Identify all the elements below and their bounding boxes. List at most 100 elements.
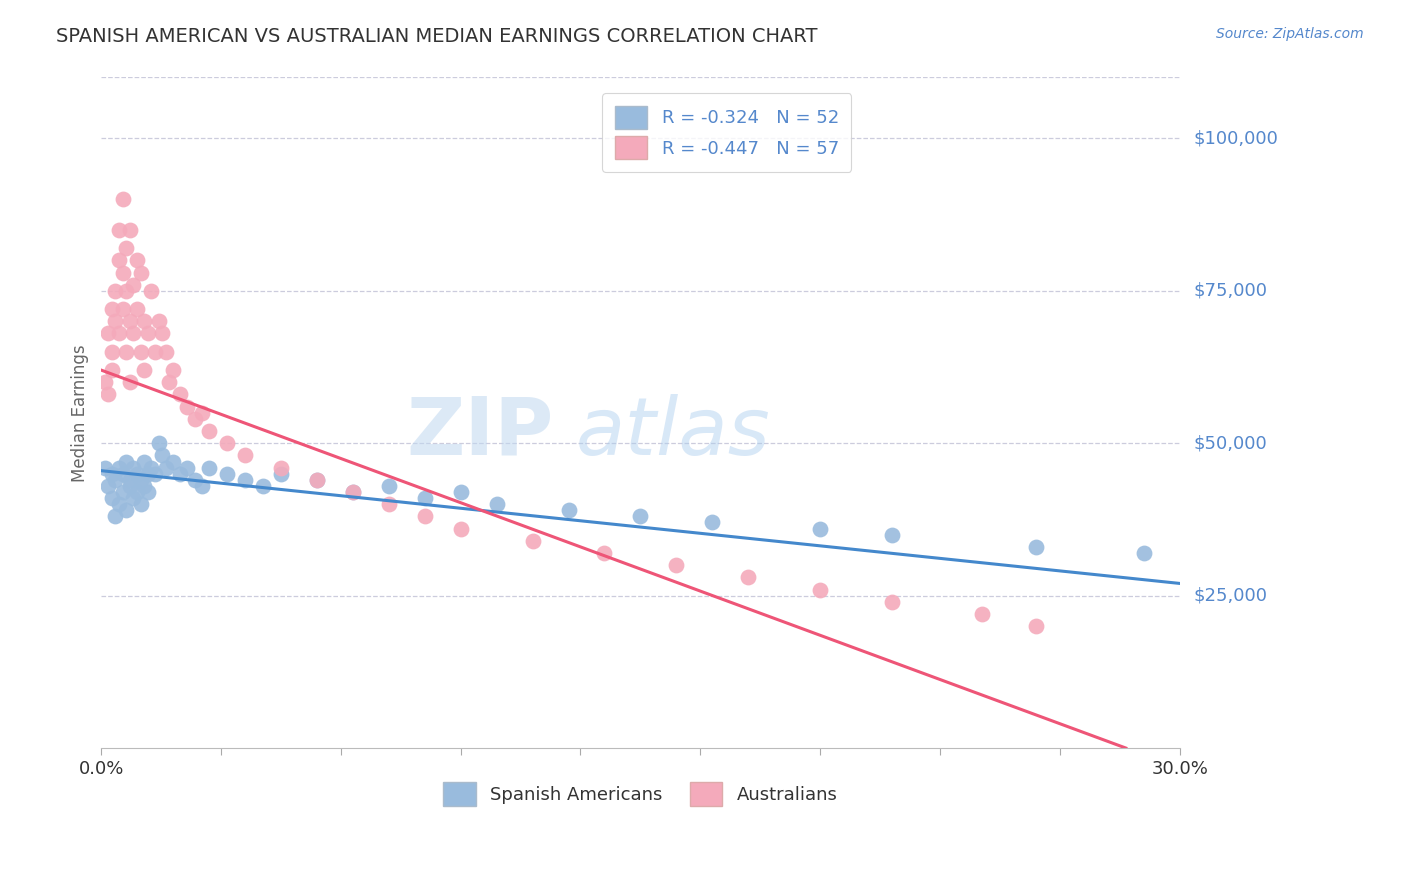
Point <box>737 570 759 584</box>
Point <box>215 467 238 481</box>
Point <box>134 454 156 468</box>
Point <box>190 406 212 420</box>
Point <box>143 467 166 481</box>
Point <box>97 387 120 401</box>
Point <box>125 467 148 481</box>
Point <box>111 467 134 481</box>
Point <box>233 473 256 487</box>
Point <box>150 326 173 341</box>
Point <box>882 595 904 609</box>
Point <box>169 387 191 401</box>
Point <box>413 509 436 524</box>
Point <box>485 497 508 511</box>
Point <box>115 284 138 298</box>
Point <box>665 558 688 573</box>
Point <box>162 363 184 377</box>
Point <box>118 473 141 487</box>
Y-axis label: Median Earnings: Median Earnings <box>72 344 89 482</box>
Text: ZIP: ZIP <box>406 394 554 472</box>
Point <box>134 314 156 328</box>
Point <box>198 460 221 475</box>
Point <box>97 479 120 493</box>
Point <box>136 326 159 341</box>
Point <box>101 467 124 481</box>
Point <box>450 522 472 536</box>
Point <box>157 376 180 390</box>
Point <box>129 344 152 359</box>
Point <box>122 460 145 475</box>
Point <box>118 223 141 237</box>
Point <box>115 454 138 468</box>
Point <box>129 473 152 487</box>
Point <box>108 497 131 511</box>
Point <box>1133 546 1156 560</box>
Text: $75,000: $75,000 <box>1194 282 1268 300</box>
Point <box>125 485 148 500</box>
Point <box>104 284 127 298</box>
Point <box>125 253 148 268</box>
Point <box>162 454 184 468</box>
Legend: Spanish Americans, Australians: Spanish Americans, Australians <box>436 775 845 813</box>
Point <box>413 491 436 505</box>
Point <box>233 449 256 463</box>
Point <box>342 485 364 500</box>
Point <box>270 467 292 481</box>
Point <box>93 376 115 390</box>
Text: atlas: atlas <box>575 394 770 472</box>
Point <box>136 467 159 481</box>
Point <box>111 193 134 207</box>
Point <box>101 491 124 505</box>
Point <box>377 479 399 493</box>
Point <box>702 516 724 530</box>
Point <box>118 479 141 493</box>
Point <box>176 460 198 475</box>
Point <box>450 485 472 500</box>
Point <box>155 344 177 359</box>
Point <box>169 467 191 481</box>
Point <box>136 485 159 500</box>
Point <box>97 326 120 341</box>
Text: SPANISH AMERICAN VS AUSTRALIAN MEDIAN EARNINGS CORRELATION CHART: SPANISH AMERICAN VS AUSTRALIAN MEDIAN EA… <box>56 27 818 45</box>
Text: $100,000: $100,000 <box>1194 129 1278 147</box>
Point <box>628 509 651 524</box>
Point <box>122 491 145 505</box>
Point <box>101 344 124 359</box>
Point <box>808 582 831 597</box>
Point <box>141 284 163 298</box>
Point <box>111 485 134 500</box>
Point <box>593 546 616 560</box>
Point <box>305 473 328 487</box>
Point <box>155 460 177 475</box>
Point <box>101 363 124 377</box>
Point <box>305 473 328 487</box>
Point <box>148 314 170 328</box>
Point <box>129 497 152 511</box>
Text: $50,000: $50,000 <box>1194 434 1267 452</box>
Point <box>115 344 138 359</box>
Point <box>104 509 127 524</box>
Point <box>115 241 138 255</box>
Point <box>118 314 141 328</box>
Point <box>104 314 127 328</box>
Text: Source: ZipAtlas.com: Source: ZipAtlas.com <box>1216 27 1364 41</box>
Text: $25,000: $25,000 <box>1194 587 1268 605</box>
Point <box>141 460 163 475</box>
Point <box>522 533 544 548</box>
Point <box>150 449 173 463</box>
Point <box>148 436 170 450</box>
Point <box>134 363 156 377</box>
Point <box>176 400 198 414</box>
Point <box>1025 619 1047 633</box>
Point <box>108 253 131 268</box>
Point <box>108 326 131 341</box>
Point <box>111 302 134 317</box>
Point <box>882 527 904 541</box>
Point <box>108 460 131 475</box>
Point <box>183 412 205 426</box>
Point <box>118 376 141 390</box>
Point <box>108 223 131 237</box>
Point <box>190 479 212 493</box>
Point <box>557 503 579 517</box>
Point <box>101 302 124 317</box>
Point <box>111 266 134 280</box>
